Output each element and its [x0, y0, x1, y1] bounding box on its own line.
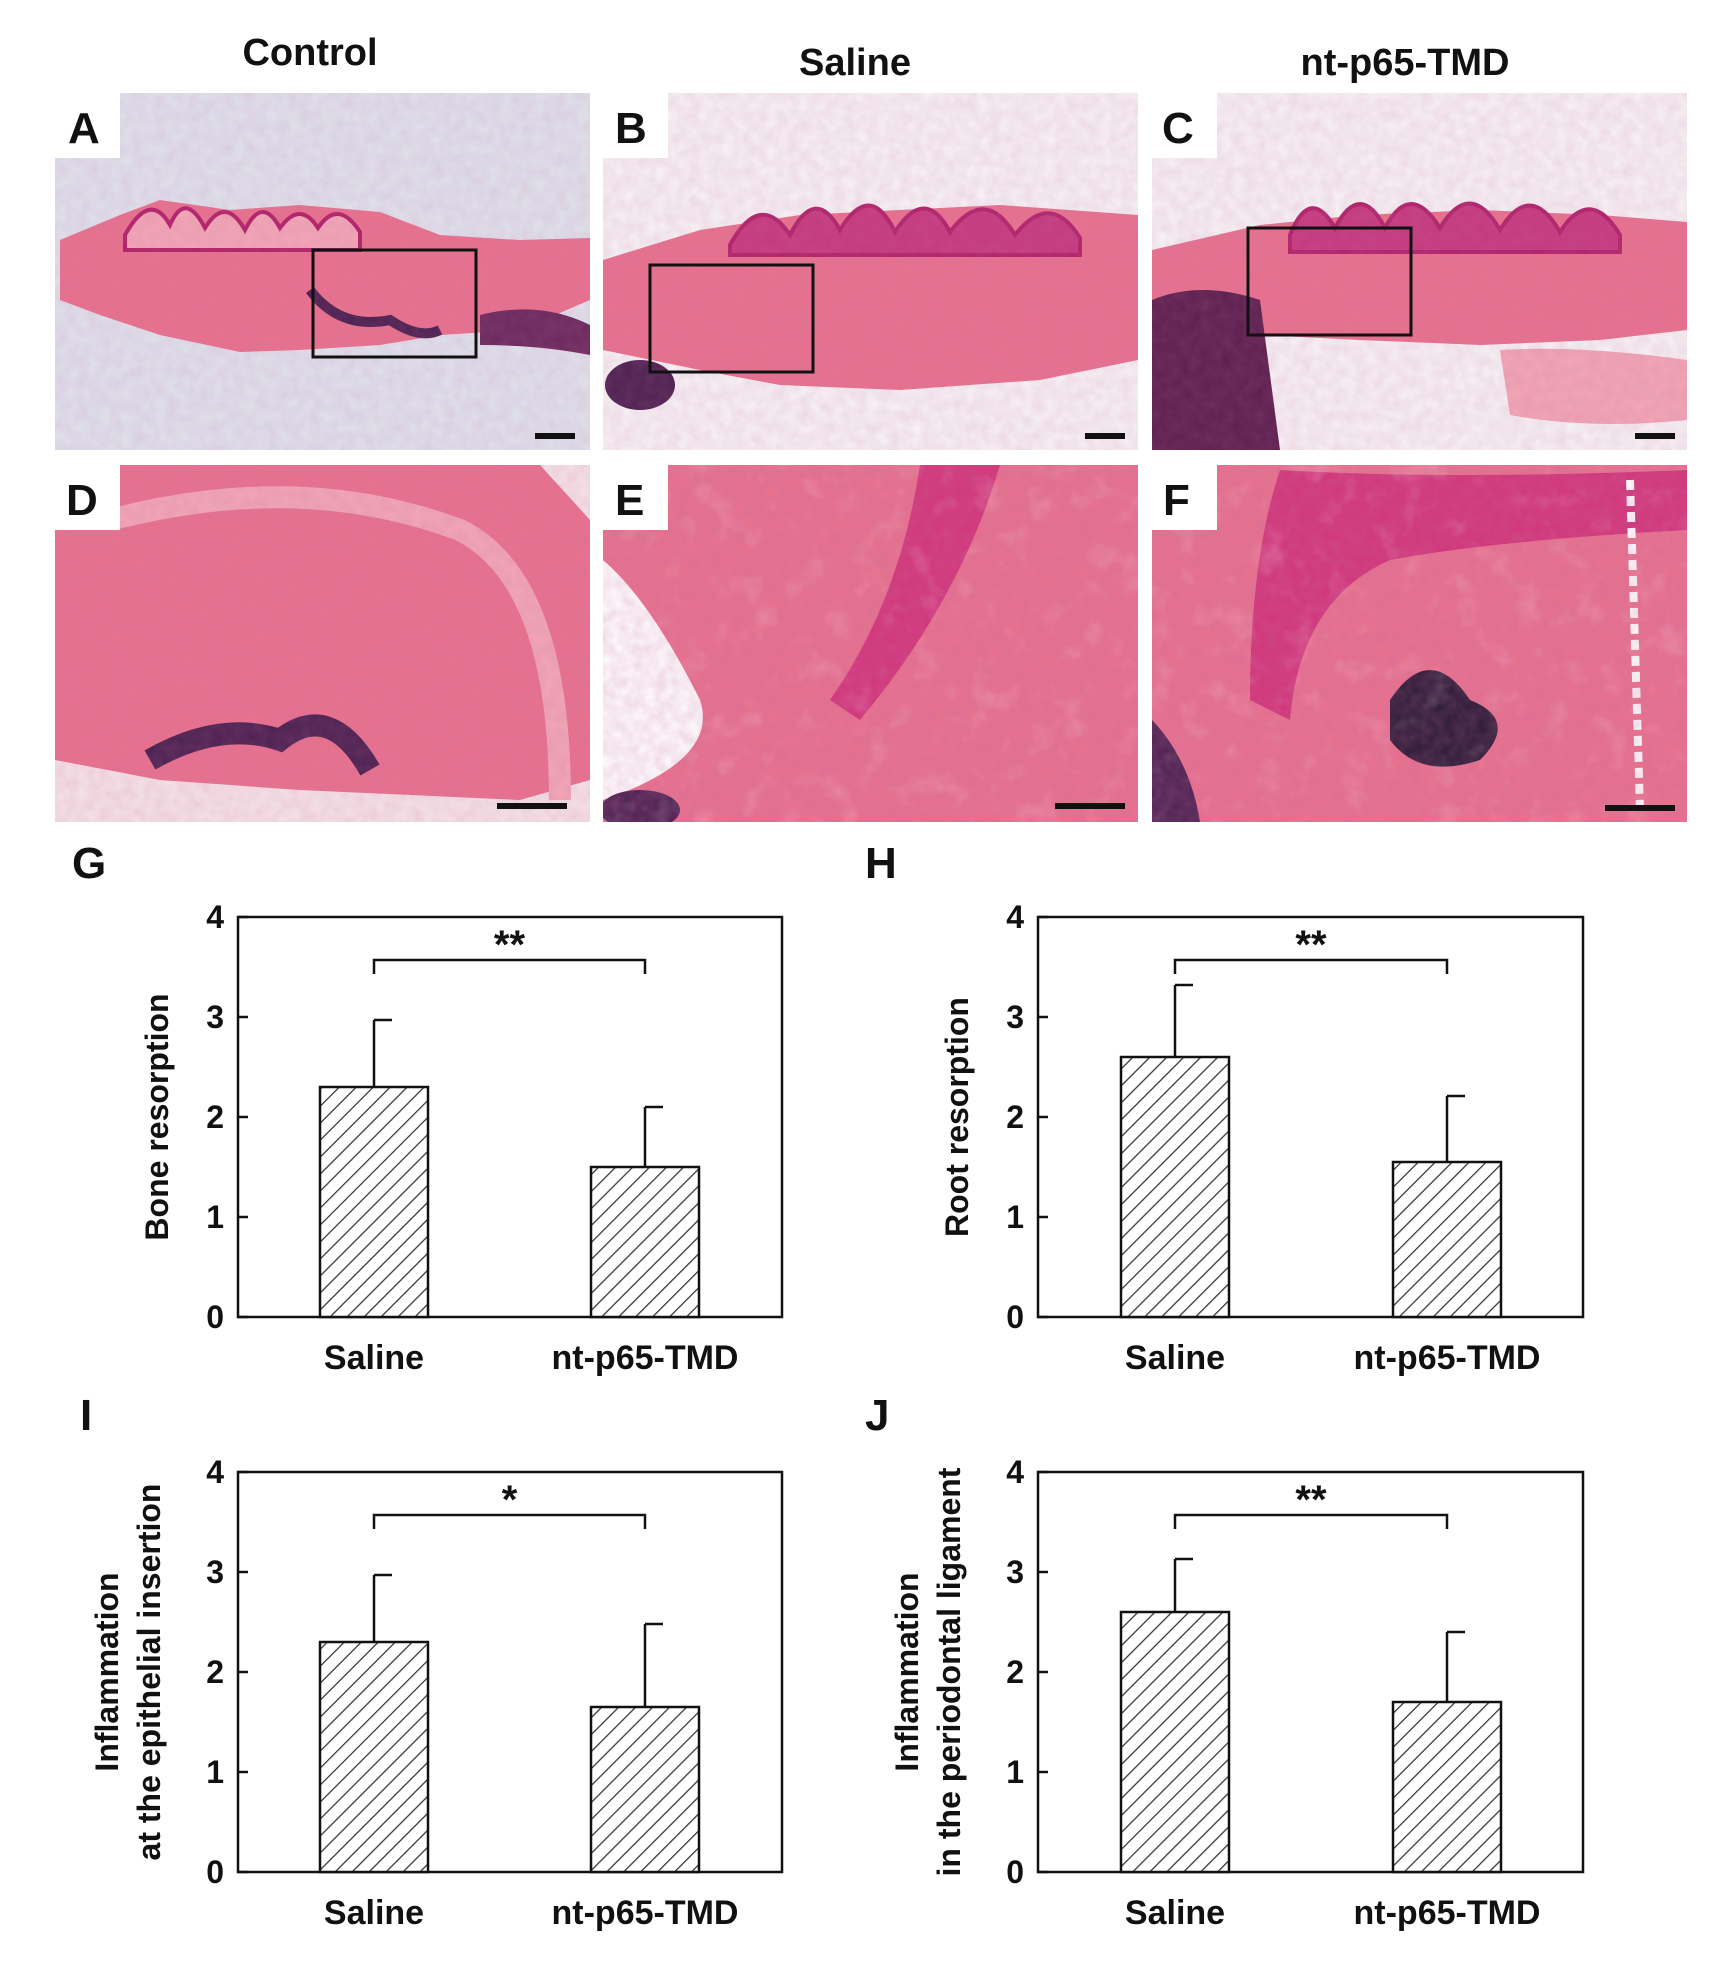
y-axis-title: in the periodontal ligament: [931, 1467, 967, 1876]
panel-label-c: C: [1152, 93, 1217, 158]
column-header-treated: nt-p65-TMD: [1301, 42, 1510, 84]
significance-marker: *: [502, 1478, 518, 1522]
y-tick-label: 0: [206, 1854, 224, 1890]
y-tick-label: 0: [1006, 1299, 1024, 1335]
significance-marker: **: [494, 923, 526, 967]
bar-chart-j: 0 1 2 3 4 Saline nt-p65-TMD ** Inflammation in th…: [889, 1454, 1585, 1932]
inset-box-a: [311, 248, 478, 359]
y-tick-label: 4: [1006, 899, 1024, 935]
micrograph-panel-e: [603, 465, 1138, 822]
y-axis-title: Inflammation: [889, 1572, 925, 1771]
category-label: Saline: [324, 1339, 424, 1377]
y-tick-label: 2: [206, 1099, 224, 1135]
y-axis-title: Root resorption: [939, 997, 975, 1237]
bar-chart-i: 0 1 2 3 4 Saline nt-p65-TMD * Inflammation at the…: [89, 1454, 784, 1932]
micrograph-panel-d: [55, 465, 590, 822]
bar: [318, 1085, 430, 1319]
category-label: Saline: [1125, 1894, 1225, 1932]
y-tick-label: 2: [206, 1654, 224, 1690]
y-tick-label: 1: [206, 1754, 224, 1790]
panel-label-f: F: [1152, 465, 1217, 530]
y-tick-label: 2: [1006, 1099, 1024, 1135]
category-label: nt-p65-TMD: [552, 1894, 739, 1932]
y-axis-title: Bone resorption: [139, 993, 175, 1240]
y-tick-label: 3: [1006, 1554, 1024, 1590]
inset-box-b: [648, 263, 815, 374]
category-label: nt-p65-TMD: [552, 1339, 739, 1377]
significance-bracket: [372, 1513, 647, 1529]
panel-label-e: E: [603, 465, 668, 530]
bar: [1119, 1055, 1231, 1319]
significance-bracket: [372, 958, 647, 974]
bar: [1391, 1700, 1503, 1874]
panel-label-a: A: [55, 93, 120, 158]
y-tick-label: 0: [1006, 1854, 1024, 1890]
svg-text:E: E: [615, 476, 644, 525]
y-tick-label: 4: [206, 899, 224, 935]
svg-text:F: F: [1163, 476, 1190, 525]
significance-marker: **: [1295, 1478, 1327, 1522]
svg-text:D: D: [66, 476, 98, 525]
y-tick-label: 3: [206, 999, 224, 1035]
y-tick-label: 1: [1006, 1199, 1024, 1235]
significance-bracket: [1173, 958, 1449, 974]
y-tick-label: 1: [1006, 1754, 1024, 1790]
y-tick-label: 4: [206, 1454, 224, 1490]
y-axis-title: at the epithelial insertion: [131, 1484, 167, 1861]
significance-marker: **: [1295, 923, 1327, 967]
charts: 0 1 2 3 4 Saline nt-p65-TMD ** Bone resorption 0 1…: [89, 899, 1585, 1932]
y-tick-label: 3: [1006, 999, 1024, 1035]
chart-label-j: J: [865, 1391, 889, 1440]
panel-label-b: B: [603, 93, 668, 158]
bar-chart-h: 0 1 2 3 4 Saline nt-p65-TMD ** Root resorption: [939, 899, 1585, 1377]
svg-text:C: C: [1162, 104, 1194, 153]
chart-label-h: H: [865, 839, 897, 888]
column-header-saline: Saline: [799, 42, 911, 84]
micrograph-panel-a: [55, 93, 590, 450]
inset-box-c: [1246, 226, 1413, 337]
bar: [589, 1165, 701, 1319]
bar: [318, 1640, 430, 1874]
category-label: Saline: [1125, 1339, 1225, 1377]
column-header-control: Control: [242, 32, 377, 74]
category-label: Saline: [324, 1894, 424, 1932]
micrograph-panel-f: [1152, 465, 1687, 822]
panel-label-d: D: [55, 465, 120, 530]
chart-label-g: G: [72, 839, 106, 888]
bar: [1391, 1160, 1503, 1319]
svg-text:A: A: [68, 104, 100, 153]
y-axis-title: Inflammation: [89, 1572, 125, 1771]
y-tick-label: 4: [1006, 1454, 1024, 1490]
category-label: nt-p65-TMD: [1354, 1339, 1541, 1377]
category-label: nt-p65-TMD: [1354, 1894, 1541, 1932]
bar: [1119, 1610, 1231, 1874]
micrograph-panel-b: [603, 93, 1138, 450]
micrograph-panel-c: [1152, 93, 1687, 450]
y-tick-label: 1: [206, 1199, 224, 1235]
bar-chart-g: 0 1 2 3 4 Saline nt-p65-TMD ** Bone resorption: [139, 899, 784, 1377]
y-tick-label: 2: [1006, 1654, 1024, 1690]
chart-label-i: I: [80, 1391, 92, 1440]
significance-bracket: [1173, 1513, 1449, 1529]
y-tick-label: 3: [206, 1554, 224, 1590]
bar: [589, 1705, 701, 1874]
y-tick-label: 0: [206, 1299, 224, 1335]
svg-text:B: B: [615, 104, 647, 153]
